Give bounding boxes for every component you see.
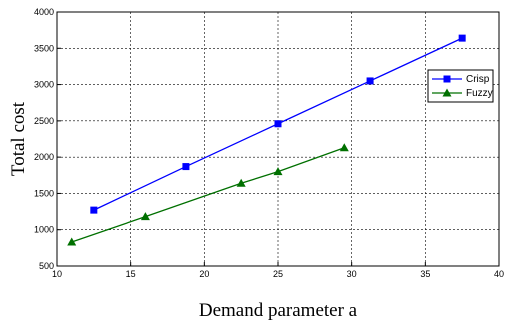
y-tick-label: 1000 bbox=[34, 225, 54, 235]
legend-fuzzy-marker bbox=[442, 88, 452, 97]
series-group bbox=[67, 34, 466, 246]
crisp-data-point bbox=[90, 206, 98, 214]
y-axis-title: Total cost bbox=[8, 101, 29, 176]
crisp-data-point bbox=[458, 34, 466, 42]
fuzzy-data-point bbox=[339, 143, 349, 152]
grid-lines bbox=[57, 12, 499, 266]
x-tick-label: 20 bbox=[199, 269, 209, 279]
x-tick-label: 40 bbox=[494, 269, 504, 279]
plot-area bbox=[56, 11, 500, 267]
legend-crisp-label: Crisp bbox=[466, 74, 490, 85]
y-tick-label: 2000 bbox=[34, 152, 54, 162]
legend-box bbox=[427, 69, 494, 103]
legend-crisp-marker bbox=[443, 75, 451, 83]
fuzzy-data-point bbox=[236, 178, 246, 187]
x-tick-label: 25 bbox=[273, 269, 283, 279]
legend: Crisp Fuzzy bbox=[427, 69, 494, 103]
fuzzy-data-point bbox=[273, 167, 283, 176]
crisp-data-point bbox=[366, 77, 374, 85]
crisp-data-point bbox=[182, 163, 190, 171]
x-tick-label: 30 bbox=[347, 269, 357, 279]
axis-ticks: 10 15 20 25 30 35 40 500 1000 1500 2000 2500 3000 350… bbox=[34, 7, 504, 279]
x-tick-label: 10 bbox=[52, 269, 62, 279]
x-axis-title: Demand parameter a bbox=[199, 300, 358, 321]
x-tick-label: 35 bbox=[420, 269, 430, 279]
fuzzy-data-point bbox=[140, 212, 150, 221]
y-tick-label: 3000 bbox=[34, 80, 54, 90]
y-tick-label: 500 bbox=[39, 261, 54, 271]
crisp-data-point bbox=[274, 120, 282, 128]
fuzzy-data-point bbox=[67, 237, 77, 246]
y-tick-label: 3500 bbox=[34, 43, 54, 53]
x-tick-label: 15 bbox=[126, 269, 136, 279]
y-tick-label: 2500 bbox=[34, 116, 54, 126]
legend-fuzzy-label: Fuzzy bbox=[466, 88, 493, 99]
y-tick-label: 1500 bbox=[34, 188, 54, 198]
y-tick-label: 4000 bbox=[34, 7, 54, 17]
